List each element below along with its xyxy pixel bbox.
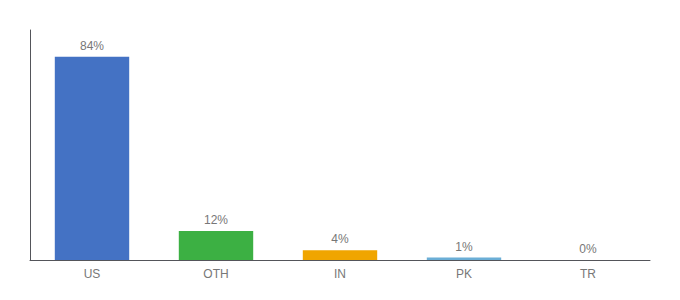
svg-text:12%: 12% bbox=[204, 213, 228, 227]
svg-text:TR: TR bbox=[580, 267, 596, 281]
svg-text:PK: PK bbox=[456, 267, 472, 281]
svg-text:1%: 1% bbox=[455, 240, 473, 254]
svg-text:US: US bbox=[84, 267, 101, 281]
svg-text:4%: 4% bbox=[331, 232, 349, 246]
svg-text:OTH: OTH bbox=[203, 267, 228, 281]
svg-text:84%: 84% bbox=[80, 39, 104, 53]
svg-text:IN: IN bbox=[334, 267, 346, 281]
svg-text:0%: 0% bbox=[579, 242, 597, 256]
